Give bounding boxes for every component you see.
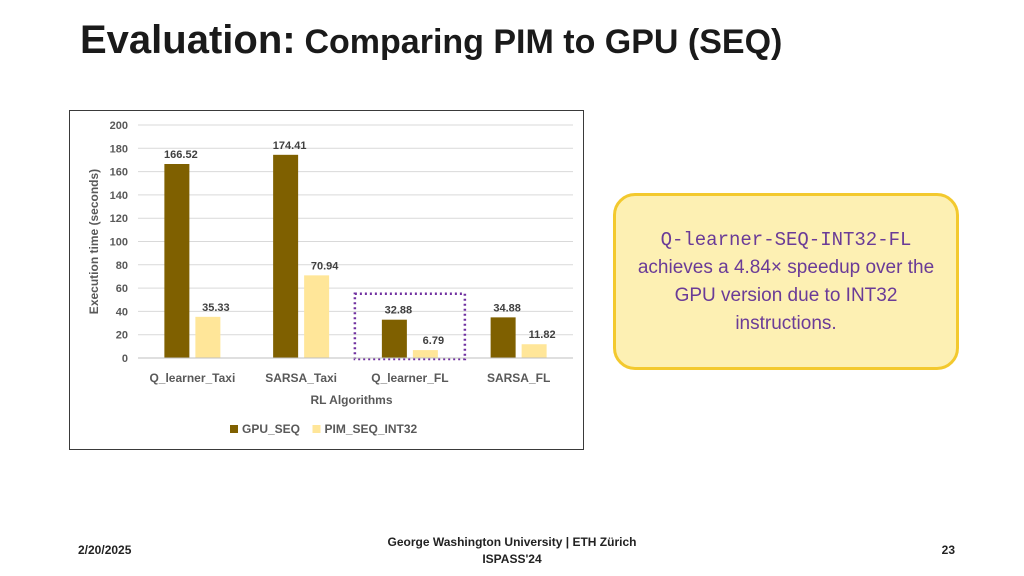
data-label: 34.88 [493, 302, 521, 314]
bar-gpu-seq [381, 319, 407, 358]
bar-pim-seq-int32 [412, 350, 438, 358]
legend-swatch [312, 425, 321, 433]
bar-chart: 0 20 40 60 80 100 120 140 160 180 200 Execution tim… [69, 110, 584, 450]
legend-swatch [230, 425, 238, 433]
highlight-box [353, 292, 467, 361]
y-tick-label: 100 [110, 237, 128, 249]
y-tick-label: 120 [110, 213, 128, 225]
data-label: 35.33 [202, 302, 230, 314]
footer-affiliation-block: George Washington University | ETH Züric… [362, 534, 662, 568]
x-tick-label: SARSA_Taxi [265, 371, 337, 385]
slide-title: Evaluation: Comparing PIM to GPU (SEQ) [80, 18, 782, 63]
footer-affiliation: George Washington University | ETH Züric… [387, 535, 637, 549]
data-label: 166.52 [164, 149, 198, 161]
speedup-callout: Q-learner-SEQ-INT32-FL achieves a 4.84× … [613, 193, 959, 370]
bar-pim-seq-int32 [521, 344, 547, 358]
chart-canvas: 0 20 40 60 80 100 120 140 160 180 200 Execution tim… [87, 120, 573, 436]
x-tick-label: SARSA_FL [487, 371, 550, 385]
x-tick-label: Q_learner_FL [371, 371, 448, 385]
y-tick-label: 80 [116, 260, 128, 272]
legend-label: PIM_SEQ_INT32 [325, 422, 418, 436]
footer-date: 2/20/2025 [78, 543, 132, 557]
bar-gpu-seq [273, 154, 299, 358]
data-label: 11.82 [529, 329, 556, 341]
bar-pim-seq-int32 [195, 316, 221, 358]
footer-venue: ISPASS'24 [482, 552, 542, 566]
x-tick-label: Q_learner_Taxi [149, 371, 235, 385]
callout-text: achieves a 4.84× speedup over the GPU ve… [637, 256, 935, 334]
y-tick-label: 200 [110, 120, 128, 132]
data-label: 174.41 [273, 140, 307, 152]
bar-pim-seq-int32 [304, 275, 330, 358]
y-tick-label: 180 [110, 143, 128, 155]
slide-title-main: Evaluation: [80, 18, 296, 62]
y-tick-label: 40 [116, 306, 128, 318]
bar-gpu-seq [490, 317, 516, 358]
bar-gpu-seq [164, 164, 190, 358]
data-label: 6.79 [423, 335, 444, 347]
legend-label: GPU_SEQ [242, 422, 300, 436]
slide-title-sub: Comparing PIM to GPU (SEQ) [304, 23, 783, 61]
page-number: 23 [941, 543, 955, 557]
data-label: 70.94 [311, 260, 339, 272]
y-axis-label: Execution time (seconds) [87, 169, 101, 314]
data-label: 32.88 [385, 305, 413, 317]
y-tick-label: 160 [110, 167, 128, 179]
x-axis-label: RL Algorithms [310, 393, 392, 407]
y-tick-label: 140 [110, 190, 128, 202]
y-tick-label: 20 [116, 330, 128, 342]
y-tick-label: 60 [116, 283, 128, 295]
y-tick-label: 0 [122, 353, 128, 365]
callout-config-name: Q-learner-SEQ-INT32-FL [660, 228, 912, 251]
